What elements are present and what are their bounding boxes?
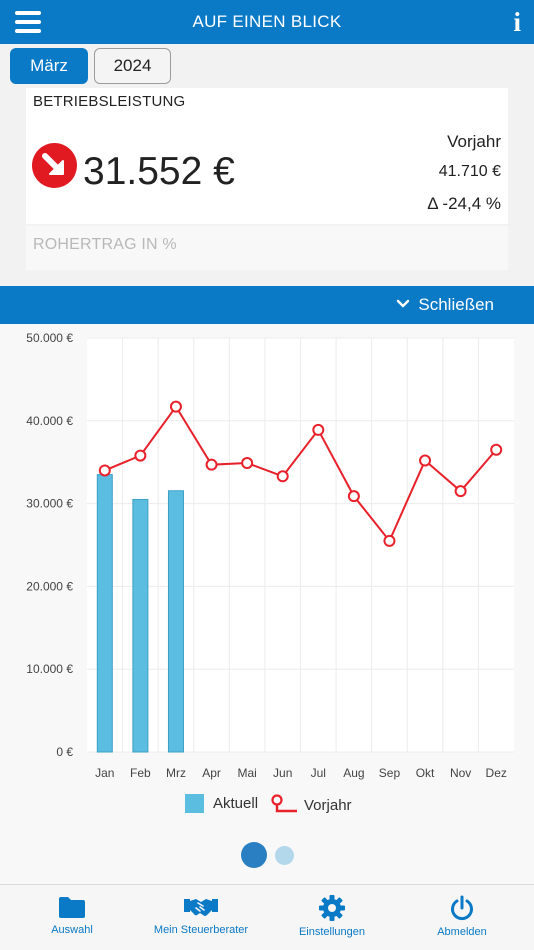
y-tick-label: 50.000 € [26,331,73,345]
month-selector[interactable]: März [10,48,88,84]
info-icon[interactable]: i [513,7,521,37]
kpi-label: BETRIEBSLEISTUNG [33,93,186,110]
point-vorjahr [169,400,182,413]
legend-line-icon [271,794,297,813]
legend-item-vorjahr[interactable]: Vorjahr [270,794,352,816]
x-tick-label: Jul [311,766,326,780]
bar-aktuell [132,498,149,753]
point-vorjahr [347,490,360,503]
previous-year-label: Vorjahr [447,132,501,151]
line-vorjahr [104,404,497,543]
tab-auswahl[interactable]: Auswahl [22,885,122,950]
top-bar: AUF EINEN BLICK i [0,0,534,44]
x-tick-label: Apr [202,766,221,780]
point-vorjahr [419,454,432,467]
kpi-card-betriebsleistung[interactable]: BETRIEBSLEISTUNG 31.552 € Vorjahr 41.710… [26,88,508,224]
x-tick-label: Okt [416,766,435,780]
previous-year-value: 41.710 € [438,163,501,180]
point-vorjahr [134,449,147,462]
tab-label-auswahl: Auswahl [51,924,93,936]
y-tick-label: 40.000 € [26,414,73,428]
x-tick-label: Mai [237,766,256,780]
x-tick-label: Sep [379,766,401,780]
x-tick-label: Mrz [166,766,186,780]
bottom-tab-bar: Auswahl Mein Steuerberater Einstellungen [0,884,534,950]
legend-label-vorjahr: Vorjahr [304,796,352,814]
year-selector[interactable]: 2024 [94,48,171,84]
tab-label-abmelden: Abmelden [437,926,487,938]
power-icon [451,895,473,921]
legend-label-aktuell: Aktuell [213,795,259,812]
close-label: Schließen [418,295,494,314]
y-tick-label: 30.000 € [26,497,73,511]
delta-value: Δ -24,4 % [427,194,501,213]
point-vorjahr [454,485,467,498]
kpi-label-rohertrag: ROHERTRAG IN % [33,236,177,253]
point-vorjahr [490,443,503,456]
x-tick-label: Aug [343,766,364,780]
y-tick-label: 20.000 € [26,579,73,593]
y-tick-label: 10.000 € [26,662,73,676]
chart-area: 0 € 10.000 € 20.000 € 30.000 € 40.000 € 50.00… [0,324,534,884]
chart-legend: Aktuell Vorjahr [0,794,534,816]
tab-abmelden[interactable]: Abmelden [412,885,512,950]
legend-bar-swatch [185,794,204,813]
gear-icon [319,895,345,921]
x-tick-label: Nov [450,766,471,780]
tab-label-einstellungen: Einstellungen [298,926,366,938]
kpi-value: 31.552 € [83,150,235,193]
x-tick-label: Dez [486,766,507,780]
point-vorjahr [98,464,111,477]
folder-icon [59,897,85,918]
bar-aktuell [96,474,113,753]
page-dot-2[interactable] [275,846,294,865]
tab-einstellungen[interactable]: Einstellungen [282,885,382,950]
tab-mein-steuerberater[interactable]: Mein Steuerberater [141,885,261,950]
bar-aktuell [167,490,184,753]
legend-item-aktuell[interactable]: Aktuell [185,794,258,813]
arrow-down-right-icon [32,143,77,188]
handshake-icon [184,899,218,916]
point-vorjahr [312,423,325,436]
chevron-down-icon [396,299,410,308]
page-dot-1[interactable] [241,842,267,868]
point-vorjahr [383,534,396,547]
point-vorjahr [205,458,218,471]
kpi-card-rohertrag[interactable]: ROHERTRAG IN % [26,226,508,270]
hamburger-menu-icon[interactable] [15,11,41,33]
page-title: AUF EINEN BLICK [192,12,342,31]
point-vorjahr [276,470,289,483]
x-tick-label: Jun [273,766,292,780]
x-tick-label: Jan [95,766,114,780]
monthly-chart[interactable]: 0 € 10.000 € 20.000 € 30.000 € 40.000 € 50.00… [0,324,534,784]
x-tick-label: Feb [130,766,151,780]
close-chart-button[interactable]: Schließen [0,286,534,324]
y-tick-label: 0 € [56,745,73,759]
kpi-section: BETRIEBSLEISTUNG 31.552 € Vorjahr 41.710… [0,88,534,286]
tab-label-mein-steuerberater: Mein Steuerberater [153,924,249,936]
period-bar: März 2024 [0,44,534,88]
page-indicator [0,842,534,868]
point-vorjahr [241,457,254,470]
